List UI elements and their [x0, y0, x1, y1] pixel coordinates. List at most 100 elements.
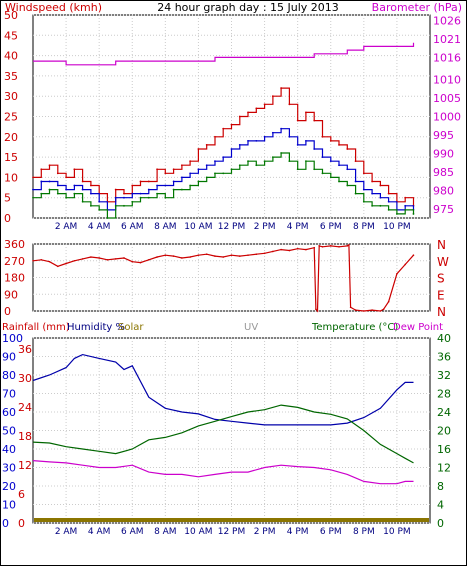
- wind-point: [230, 123, 233, 126]
- wind-point: [40, 168, 43, 171]
- wind-left-tick-label: 5: [4, 192, 11, 205]
- wind-point: [172, 188, 175, 191]
- direction-point: [156, 256, 158, 258]
- wind-point: [362, 200, 365, 203]
- wind-point: [247, 139, 249, 142]
- wind-point: [313, 168, 316, 171]
- direction-point: [197, 254, 200, 256]
- wind-point: [313, 148, 316, 150]
- wind-gust-line: [33, 87, 415, 206]
- direction-point: [379, 310, 382, 312]
- humidity-x-tick-label: 4 AM: [88, 527, 111, 537]
- humidity-left-tick-label: 50: [2, 425, 16, 438]
- direction-point: [348, 244, 350, 246]
- wind-point: [263, 103, 266, 106]
- wind-point: [305, 139, 307, 142]
- wind-point: [89, 192, 92, 195]
- humidity-x-tick-label: 6 PM: [320, 527, 342, 537]
- direction-left-tick-label: 90: [4, 288, 18, 301]
- barometer-tick-label: 1005: [433, 92, 461, 105]
- temperature-line: [32, 404, 414, 464]
- direction-point: [73, 259, 76, 262]
- wind-point: [81, 188, 84, 191]
- humidity-left-tick-label: 20: [2, 480, 16, 493]
- wind-point: [321, 172, 324, 175]
- wind-point: [338, 164, 340, 167]
- wind-point: [156, 192, 158, 195]
- temperature-tick-label: 12: [437, 462, 451, 475]
- wind-point: [214, 172, 216, 175]
- windspeed-axis-title: Windspeed (kmh): [5, 1, 102, 14]
- wind-point: [48, 164, 51, 167]
- wind-point: [404, 204, 407, 207]
- wind-x-tick-label: 12 PM: [218, 222, 246, 232]
- direction-left-tick-label: 360: [4, 238, 25, 251]
- wind-point: [263, 160, 266, 163]
- direction-point: [181, 257, 183, 259]
- wind-left-tick-label: 0: [4, 212, 11, 225]
- wind-point: [197, 168, 200, 171]
- wind-point: [362, 172, 365, 175]
- wind-point: [106, 217, 109, 219]
- temperature-tick-label: 20: [437, 425, 451, 438]
- wind-point: [131, 200, 134, 203]
- wind-point: [205, 176, 208, 179]
- rainfall-tick-label: 12: [18, 459, 32, 472]
- direction-point: [272, 250, 274, 253]
- wind-point: [387, 200, 390, 203]
- rainfall-tick-label: 6: [18, 488, 25, 501]
- wind-point: [123, 204, 125, 207]
- chart-title: 24 hour graph day : 15 July 2013: [157, 1, 339, 14]
- humidity-x-tick-label: 4 PM: [287, 527, 309, 537]
- direction-point: [164, 254, 167, 256]
- direction-point: [189, 256, 191, 258]
- rainfall-tick-label: 30: [18, 372, 32, 385]
- wind-point: [338, 180, 340, 183]
- wind-point: [48, 188, 51, 191]
- direction-point: [90, 256, 92, 258]
- wind-point: [238, 164, 241, 167]
- wind-barometer-panel: 2 AM 4 AM 6 AM 8 AM 10 AM 12 PM 2 PM 4 PM 6 PM 8 …: [4, 9, 461, 232]
- wind-point: [338, 144, 340, 146]
- direction-point: [40, 259, 43, 261]
- humidity-left-tick-label: 80: [2, 369, 16, 382]
- humidity-legend: Humidity %: [67, 322, 125, 333]
- wind-point: [280, 127, 283, 130]
- wind-point: [89, 184, 92, 187]
- wind-point: [65, 196, 67, 199]
- humidity-line: [32, 353, 414, 426]
- direction-point: [280, 248, 282, 251]
- wind-point: [205, 144, 208, 146]
- humidity-x-tick-label: 2 AM: [55, 527, 78, 537]
- wind-point: [222, 156, 225, 159]
- wind-point: [214, 160, 216, 163]
- wind-point: [230, 148, 233, 150]
- wind-point: [354, 192, 357, 195]
- direction-point: [346, 245, 349, 247]
- direction-point: [396, 272, 398, 275]
- barometer-tick-label: 975: [433, 203, 454, 216]
- wind-point: [147, 188, 150, 191]
- barometer-tick-label: 1010: [433, 74, 461, 87]
- wind-point: [139, 180, 142, 183]
- wind-point: [32, 176, 34, 179]
- wind-x-tick-label: 2 PM: [254, 222, 276, 232]
- direction-point: [255, 253, 258, 256]
- wind-point: [379, 204, 382, 207]
- wind-point: [379, 184, 382, 187]
- wind-x-tick-label: 6 AM: [121, 222, 144, 232]
- humidity-x-tick-label: 8 PM: [353, 527, 375, 537]
- direction-point: [98, 257, 100, 259]
- wind-point: [379, 196, 382, 199]
- wind-point: [280, 152, 283, 154]
- temperature-tick-label: 0: [437, 517, 444, 530]
- humidity-left-tick-label: 0: [2, 517, 9, 530]
- direction-point: [147, 259, 150, 261]
- direction-point: [172, 255, 175, 257]
- direction-point: [338, 245, 340, 248]
- wind-point: [288, 160, 291, 163]
- wind-left-tick-label: 10: [4, 171, 18, 184]
- wind-point: [404, 196, 407, 199]
- wind-average-line: [33, 128, 415, 211]
- wind-point: [371, 180, 374, 183]
